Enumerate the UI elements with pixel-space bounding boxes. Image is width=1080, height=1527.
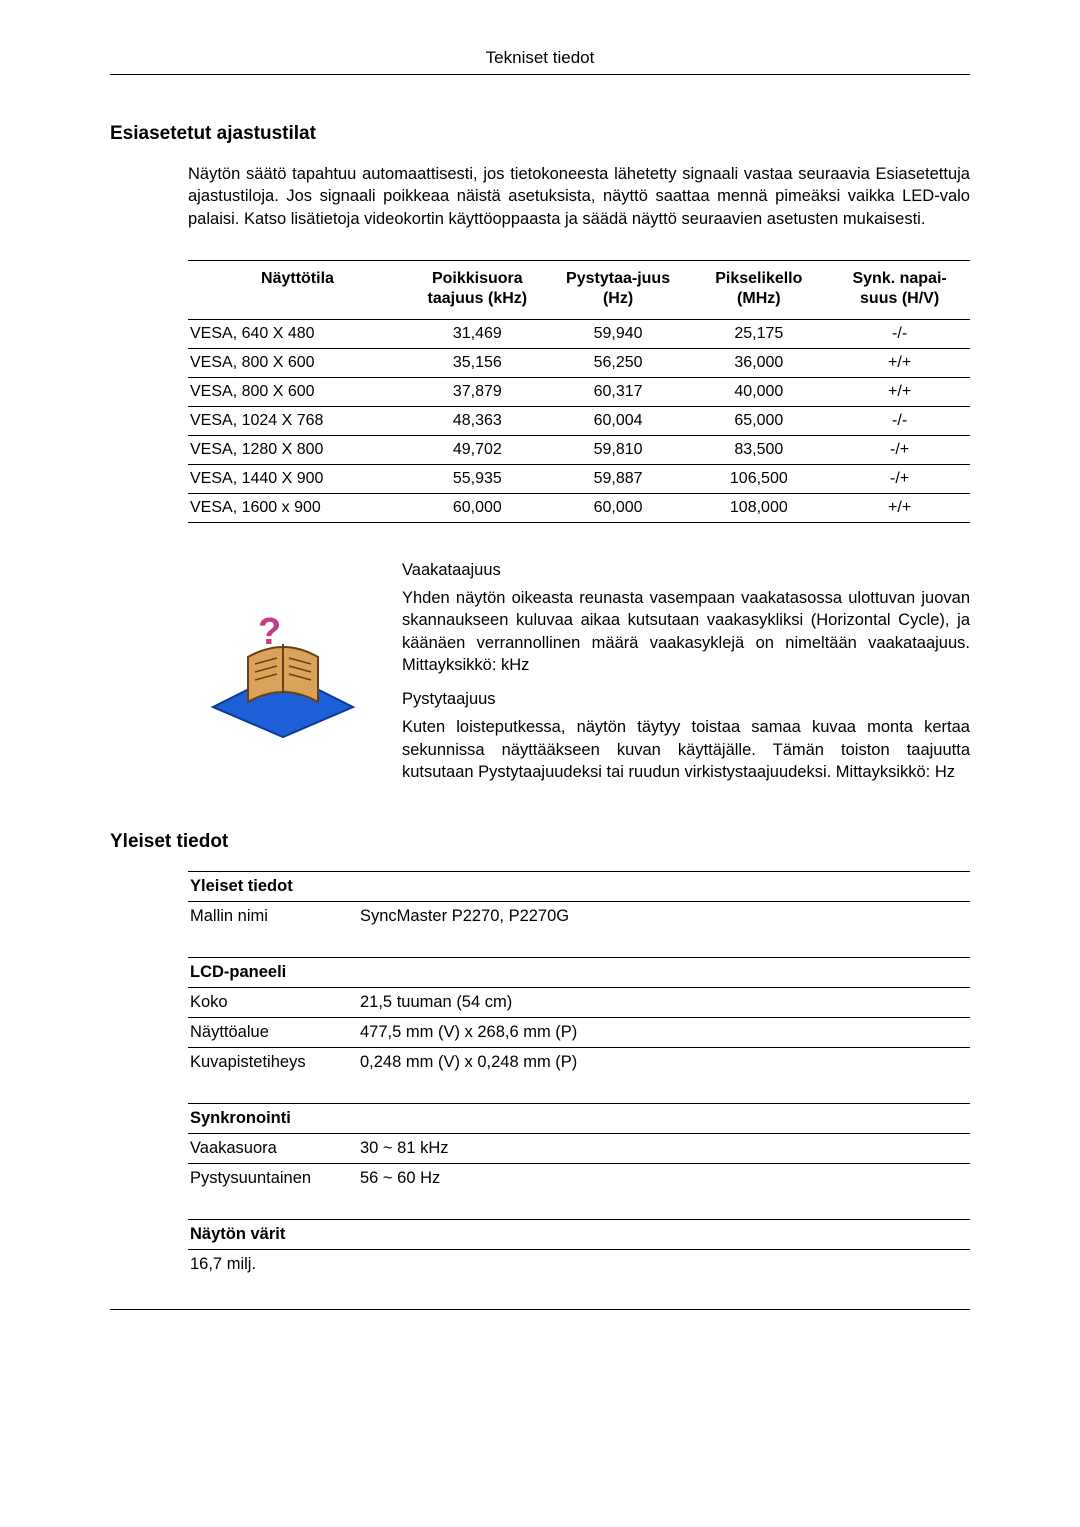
info-block: ? Vaakataajuus Yhden näytön oikeasta reu… (188, 559, 970, 795)
spec-title: Yleiset tiedot (188, 872, 970, 902)
spec-row: 16,7 milj. (188, 1250, 970, 1280)
section1-intro: Näytön säätö tapahtuu automaattisesti, j… (188, 163, 970, 230)
timing-table: NäyttötilaPoikkisuora taajuus (kHz)Pysty… (188, 260, 970, 523)
timing-col-4: Synk. napai-suus (H/V) (829, 260, 970, 319)
spec-general: Yleiset tiedotMallin nimiSyncMaster P227… (188, 871, 970, 931)
table-row: VESA, 1440 X 90055,93559,887106,500-/+ (188, 464, 970, 493)
spec-title: Näytön värit (188, 1220, 970, 1250)
v-freq-body: Kuten loisteputkessa, näytön täytyy tois… (402, 716, 970, 783)
h-freq-body: Yhden näytön oikeasta reunasta vasempaan… (402, 587, 970, 676)
spec-title: LCD-paneeli (188, 958, 970, 988)
page-header: Tekniset tiedot (110, 48, 970, 75)
spec-title: Synkronointi (188, 1104, 970, 1134)
spec-row: Vaakasuora30 ~ 81 kHz (188, 1134, 970, 1164)
glossary-icon: ? (188, 612, 378, 742)
h-freq-title: Vaakataajuus (402, 559, 970, 581)
table-row: VESA, 1280 X 80049,70259,81083,500-/+ (188, 435, 970, 464)
timing-col-2: Pystytaa-juus (Hz) (548, 260, 689, 319)
table-row: VESA, 800 X 60035,15656,25036,000+/+ (188, 348, 970, 377)
spec-lcd: LCD-paneeliKoko21,5 tuuman (54 cm)Näyttö… (188, 957, 970, 1077)
spec-colors: Näytön värit16,7 milj. (188, 1219, 970, 1279)
spec-row: Koko21,5 tuuman (54 cm) (188, 988, 970, 1018)
table-row: VESA, 800 X 60037,87960,31740,000+/+ (188, 377, 970, 406)
spec-row: Näyttöalue477,5 mm (V) x 268,6 mm (P) (188, 1018, 970, 1048)
timing-col-1: Poikkisuora taajuus (kHz) (407, 260, 548, 319)
spec-section: Yleiset tiedotMallin nimiSyncMaster P227… (188, 871, 970, 1279)
section2-heading: Yleiset tiedot (110, 831, 970, 853)
spec-row: Mallin nimiSyncMaster P2270, P2270G (188, 902, 970, 932)
spec-sync: SynkronointiVaakasuora30 ~ 81 kHzPystysu… (188, 1103, 970, 1193)
table-row: VESA, 1024 X 76848,36360,00465,000-/- (188, 406, 970, 435)
timing-col-0: Näyttötila (188, 260, 407, 319)
footer-rule (110, 1309, 970, 1310)
timing-col-3: Pikselikello (MHz) (688, 260, 829, 319)
spec-row: Kuvapistetiheys0,248 mm (V) x 0,248 mm (… (188, 1048, 970, 1078)
table-row: VESA, 1600 x 90060,00060,000108,000+/+ (188, 493, 970, 522)
table-row: VESA, 640 X 48031,46959,94025,175-/- (188, 319, 970, 348)
section1-heading: Esiasetetut ajastustilat (110, 123, 970, 145)
svg-text:?: ? (258, 612, 281, 653)
v-freq-title: Pystytaajuus (402, 688, 970, 710)
spec-row: Pystysuuntainen56 ~ 60 Hz (188, 1164, 970, 1194)
